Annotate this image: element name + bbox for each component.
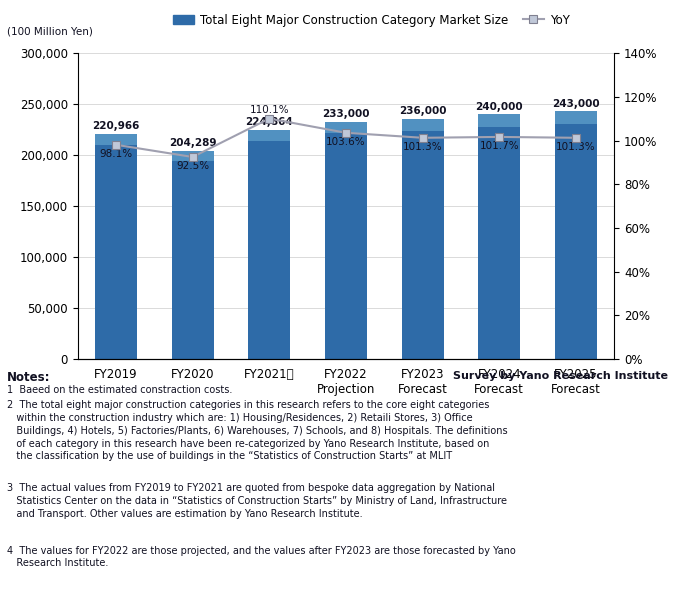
Text: 4  The values for FY2022 are those projected, and the values after FY2023 are th: 4 The values for FY2022 are those projec… <box>7 546 516 568</box>
Text: 101.7%: 101.7% <box>479 141 519 151</box>
Bar <box>325 122 367 359</box>
Text: 101.3%: 101.3% <box>403 142 442 152</box>
Text: 92.5%: 92.5% <box>176 161 209 171</box>
Bar <box>402 119 443 130</box>
Bar <box>95 134 137 359</box>
Text: 103.6%: 103.6% <box>326 137 366 146</box>
Text: 204,289: 204,289 <box>169 138 217 148</box>
Text: 236,000: 236,000 <box>399 106 446 116</box>
Text: 220,966: 220,966 <box>92 121 140 131</box>
Bar <box>478 114 520 127</box>
Text: 1  Baeed on the estimated constraction costs.: 1 Baeed on the estimated constraction co… <box>7 385 232 396</box>
Bar <box>478 114 520 359</box>
Bar <box>555 111 597 124</box>
Text: Notes:: Notes: <box>7 371 50 384</box>
Bar <box>248 130 290 359</box>
Text: 110.1%: 110.1% <box>250 105 289 114</box>
Text: 3  The actual values from FY2019 to FY2021 are quoted from bespoke data aggregat: 3 The actual values from FY2019 to FY202… <box>7 483 507 519</box>
Text: 2  The total eight major construction categories in this research refers to the : 2 The total eight major construction cat… <box>7 400 508 461</box>
Bar <box>402 119 443 359</box>
Bar <box>325 122 367 133</box>
Text: Survey by Yano Research Institute: Survey by Yano Research Institute <box>453 371 668 381</box>
Bar <box>95 134 137 145</box>
Text: 101.3%: 101.3% <box>556 142 596 152</box>
Text: 224,864: 224,864 <box>246 117 293 127</box>
Text: 240,000: 240,000 <box>475 101 523 111</box>
Bar <box>171 151 214 359</box>
Text: (100 Million Yen): (100 Million Yen) <box>7 27 92 37</box>
Legend: Total Eight Major Construction Category Market Size, YoY: Total Eight Major Construction Category … <box>168 9 574 31</box>
Bar <box>248 130 290 141</box>
Text: 98.1%: 98.1% <box>99 149 132 159</box>
Text: 243,000: 243,000 <box>552 98 599 109</box>
Bar <box>555 111 597 359</box>
Bar <box>171 151 214 161</box>
Text: 233,000: 233,000 <box>322 109 370 119</box>
